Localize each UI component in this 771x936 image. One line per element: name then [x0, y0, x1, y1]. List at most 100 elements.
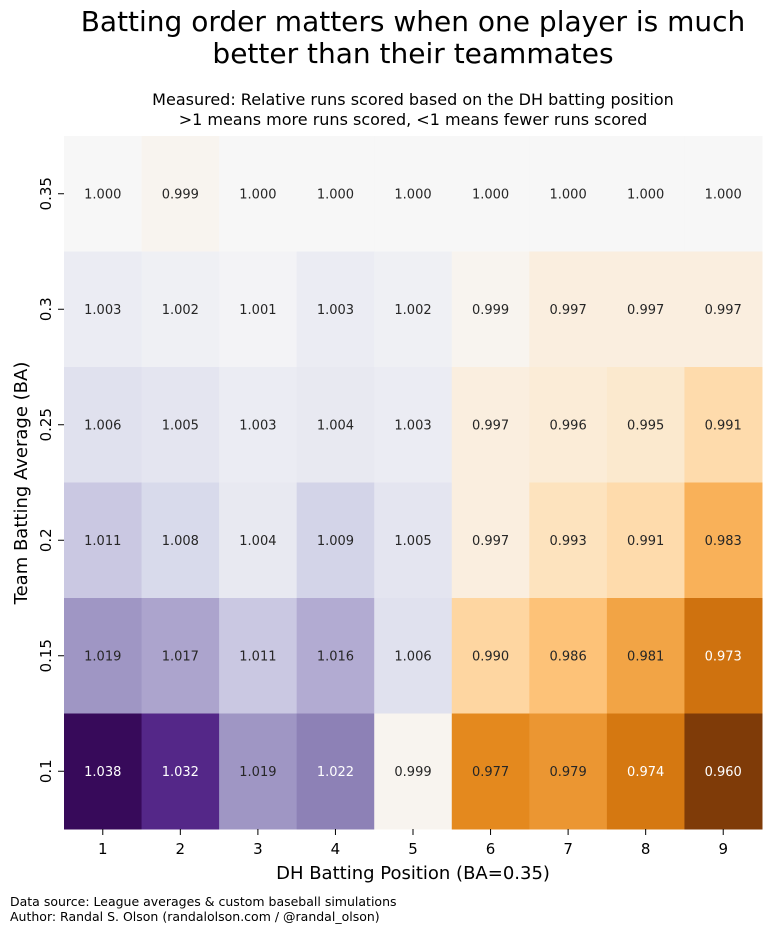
heatmap-cell: [374, 713, 453, 830]
author-note: Author: Randal S. Olson (randalolson.com…: [10, 909, 380, 924]
cell-value-label: 1.011: [84, 534, 121, 549]
heatmap-cell: [374, 251, 453, 368]
x-tick-label: 1: [98, 840, 108, 858]
heatmap-cell: [64, 251, 143, 368]
heatmap-cell: [64, 598, 143, 714]
cell-value-label: 1.003: [239, 418, 276, 433]
heatmap-cell: [606, 136, 685, 252]
heatmap-cell: [141, 598, 220, 714]
heatmap-cell: [296, 713, 375, 830]
cell-value-label: 1.008: [162, 534, 199, 549]
heatmap-cell: [374, 367, 453, 483]
heatmap-cell: [141, 136, 220, 252]
heatmap-cell: [141, 713, 220, 830]
cell-value-label: 1.006: [394, 649, 431, 664]
cell-value-label: 1.009: [317, 534, 354, 549]
cell-value-label: 0.996: [550, 418, 587, 433]
cell-value-label: 1.011: [239, 649, 276, 664]
cell-value-label: 0.997: [472, 534, 509, 549]
x-tick-label: 5: [408, 840, 418, 858]
cell-value-label: 1.017: [162, 649, 199, 664]
cell-value-label: 0.997: [472, 418, 509, 433]
heatmap-cell: [606, 713, 685, 830]
heatmap-cell: [219, 482, 298, 599]
heatmap-cell: [219, 367, 298, 483]
cell-value-label: 1.000: [394, 187, 431, 202]
chart-subtitle-line: >1 means more runs scored, <1 means fewe…: [178, 110, 648, 129]
heatmap-cell: [141, 482, 220, 599]
heatmap-cell: [684, 251, 763, 368]
cell-value-label: 0.991: [705, 418, 742, 433]
heatmap-cell: [64, 367, 143, 483]
cell-value-label: 0.974: [627, 765, 664, 780]
x-tick-label: 2: [176, 840, 186, 858]
cell-value-label: 1.032: [162, 765, 199, 780]
chart-title-line: Batting order matters when one player is…: [80, 5, 746, 38]
y-axis-label: Team Batting Average (BA): [11, 362, 32, 606]
heatmap-cell: [684, 482, 763, 599]
heatmap-cell: [374, 136, 453, 252]
cell-value-label: 0.997: [705, 303, 742, 318]
x-axis-label: DH Batting Position (BA=0.35): [276, 863, 550, 884]
heatmap-cell: [451, 251, 530, 368]
heatmap-cell: [219, 598, 298, 714]
cell-value-label: 1.004: [239, 534, 276, 549]
chart-title-line: better than their teammates: [212, 37, 614, 70]
cell-value-label: 0.981: [627, 649, 664, 664]
cell-value-label: 1.000: [472, 187, 509, 202]
heatmap-cell: [219, 251, 298, 368]
heatmap-cell: [219, 713, 298, 830]
y-tick-label: 0.3: [37, 297, 55, 321]
cell-value-label: 0.999: [472, 303, 509, 318]
heatmap-cell: [451, 713, 530, 830]
x-tick-label: 4: [331, 840, 341, 858]
heatmap-cell: [296, 367, 375, 483]
heatmap-cell: [529, 251, 608, 368]
heatmap-cell: [451, 598, 530, 714]
heatmap-cell: [684, 598, 763, 714]
heatmap-cell: [606, 367, 685, 483]
heatmap-cell: [451, 367, 530, 483]
heatmap-cell: [684, 713, 763, 830]
heatmap-cell: [296, 598, 375, 714]
heatmap-cell: [451, 136, 530, 252]
heatmap-cell: [219, 136, 298, 252]
heatmap-cell: [451, 482, 530, 599]
heatmap-cell: [529, 482, 608, 599]
heatmap-cell: [64, 136, 143, 252]
cell-value-label: 1.003: [317, 303, 354, 318]
heatmap-cell: [141, 367, 220, 483]
y-tick-label: 0.15: [37, 639, 55, 672]
cell-value-label: 1.022: [317, 765, 354, 780]
heatmap-cell: [529, 598, 608, 714]
cell-value-label: 1.002: [394, 303, 431, 318]
heatmap-cell: [296, 251, 375, 368]
y-tick-label: 0.1: [37, 759, 55, 783]
x-tick-label: 7: [563, 840, 573, 858]
cell-value-label: 1.002: [162, 303, 199, 318]
y-tick-label: 0.2: [37, 528, 55, 552]
cell-value-label: 0.997: [550, 303, 587, 318]
heatmap-cell: [529, 367, 608, 483]
cell-value-label: 1.006: [84, 418, 121, 433]
y-tick-label: 0.25: [37, 408, 55, 441]
cell-value-label: 1.000: [705, 187, 742, 202]
cell-value-label: 0.999: [162, 187, 199, 202]
cell-value-label: 1.005: [162, 418, 199, 433]
x-tick-label: 3: [253, 840, 263, 858]
cell-value-label: 1.016: [317, 649, 354, 664]
cell-value-label: 1.000: [627, 187, 664, 202]
cell-value-label: 1.000: [317, 187, 354, 202]
cell-value-label: 1.019: [239, 765, 276, 780]
cell-value-label: 1.005: [394, 534, 431, 549]
chart-title: Batting order matters when one player is…: [0, 6, 771, 70]
x-tick-label: 8: [641, 840, 651, 858]
heatmap-cells: 1.000 0.999 1.000 1.000 1.000 1.000 1.000 1.000…: [64, 136, 763, 830]
cell-value-label: 1.001: [239, 303, 276, 318]
cell-value-label: 0.993: [550, 534, 587, 549]
cell-value-label: 1.019: [84, 649, 121, 664]
heatmap-cell: [684, 136, 763, 252]
heatmap-cell: [141, 251, 220, 368]
y-tick-label: 0.35: [37, 177, 55, 210]
